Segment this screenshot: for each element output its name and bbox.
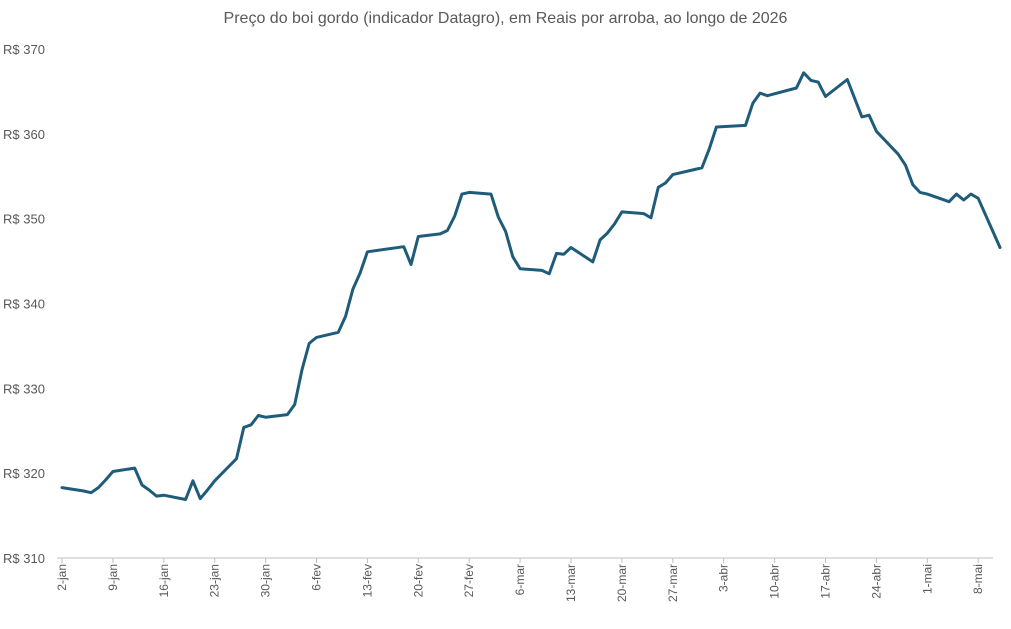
y-tick-label: R$ 360 xyxy=(3,127,45,142)
y-tick-label: R$ 330 xyxy=(3,381,45,396)
y-tick-label: R$ 320 xyxy=(3,466,45,481)
x-tick-label: 20-fev xyxy=(411,564,425,597)
x-tick-label: 1-mai xyxy=(920,564,934,594)
y-tick-label: R$ 310 xyxy=(3,551,45,566)
x-tick-label: 2-jan xyxy=(55,564,69,591)
chart-title: Preço do boi gordo (indicador Datagro), … xyxy=(223,10,788,27)
x-tick-label: 6-mar xyxy=(513,564,527,595)
x-tick-label: 13-fev xyxy=(360,564,374,597)
y-tick-label: R$ 350 xyxy=(3,212,45,227)
x-tick-label: 3-abr xyxy=(717,564,731,592)
x-tick-label: 16-jan xyxy=(157,564,171,597)
x-tick-label: 17-abr xyxy=(819,564,833,599)
x-tick-label: 9-jan xyxy=(106,564,120,591)
x-tick-label: 6-fev xyxy=(310,564,324,591)
x-tick-label: 23-jan xyxy=(208,564,222,597)
y-tick-label: R$ 340 xyxy=(3,297,45,312)
x-tick-label: 13-mar xyxy=(564,564,578,602)
y-tick-label: R$ 370 xyxy=(3,42,45,57)
price-series-line xyxy=(60,71,1002,501)
x-tick-label: 10-abr xyxy=(768,564,782,599)
x-tick-label: 27-fev xyxy=(462,564,476,597)
x-tick-label: 27-mar xyxy=(666,564,680,602)
x-tick-label: 20-mar xyxy=(615,564,629,602)
x-tick-label: 24-abr xyxy=(869,564,883,599)
x-tick-label: 30-jan xyxy=(259,564,273,597)
x-tick-label: 8-mai xyxy=(971,564,985,594)
